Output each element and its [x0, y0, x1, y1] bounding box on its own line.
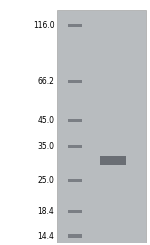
Bar — [57, 10, 146, 243]
Text: 25.0: 25.0 — [38, 176, 54, 185]
Text: 66.2: 66.2 — [38, 77, 54, 86]
Bar — [68, 210, 82, 213]
Text: 35.0: 35.0 — [37, 142, 54, 151]
Bar — [68, 119, 82, 122]
Bar — [100, 156, 126, 165]
Bar — [68, 179, 82, 182]
Bar — [68, 234, 82, 238]
Bar — [68, 80, 82, 84]
Bar — [68, 24, 82, 27]
Text: 45.0: 45.0 — [37, 116, 54, 125]
Text: 14.4: 14.4 — [38, 232, 54, 241]
Text: 18.4: 18.4 — [38, 207, 54, 216]
Text: 116.0: 116.0 — [33, 21, 54, 30]
Bar — [68, 145, 82, 148]
